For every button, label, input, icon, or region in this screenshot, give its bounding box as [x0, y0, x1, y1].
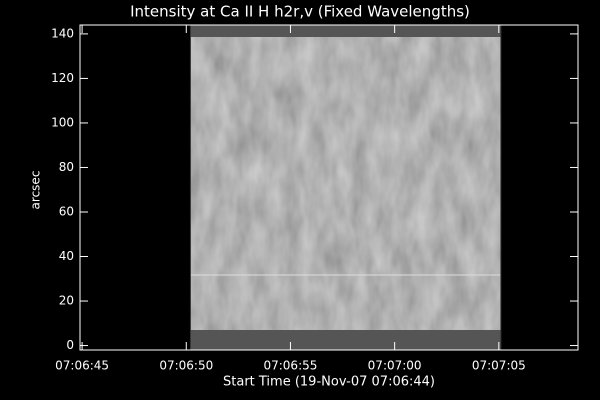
y-tick-label: 0	[66, 338, 74, 352]
image-band	[190, 25, 501, 37]
y-tick-label: 100	[51, 115, 74, 129]
x-axis-label: Start Time (19-Nov-07 07:06:44)	[223, 375, 435, 390]
plot-area	[189, 25, 502, 350]
y-tick-label: 20	[59, 294, 74, 308]
x-tick-label: 07:06:45	[55, 359, 109, 373]
y-tick-label: 80	[59, 160, 74, 174]
image	[190, 25, 501, 350]
x-tick-label: 07:07:00	[368, 359, 422, 373]
axes-box	[79, 24, 579, 351]
y-axis-label: arcsec	[29, 171, 43, 210]
y-tick-label: 140	[51, 26, 74, 40]
x-tick-label: 07:07:05	[472, 359, 526, 373]
x-tick-label: 07:06:55	[263, 359, 317, 373]
x-tick-label: 07:06:50	[159, 359, 213, 373]
y-tick-label: 120	[51, 71, 74, 85]
image-band	[190, 330, 501, 350]
chart-title: Intensity at Ca II H h2r,v (Fixed Wavele…	[130, 3, 470, 21]
y-tick-label: 40	[59, 249, 74, 263]
y-tick-label: 60	[59, 204, 74, 218]
